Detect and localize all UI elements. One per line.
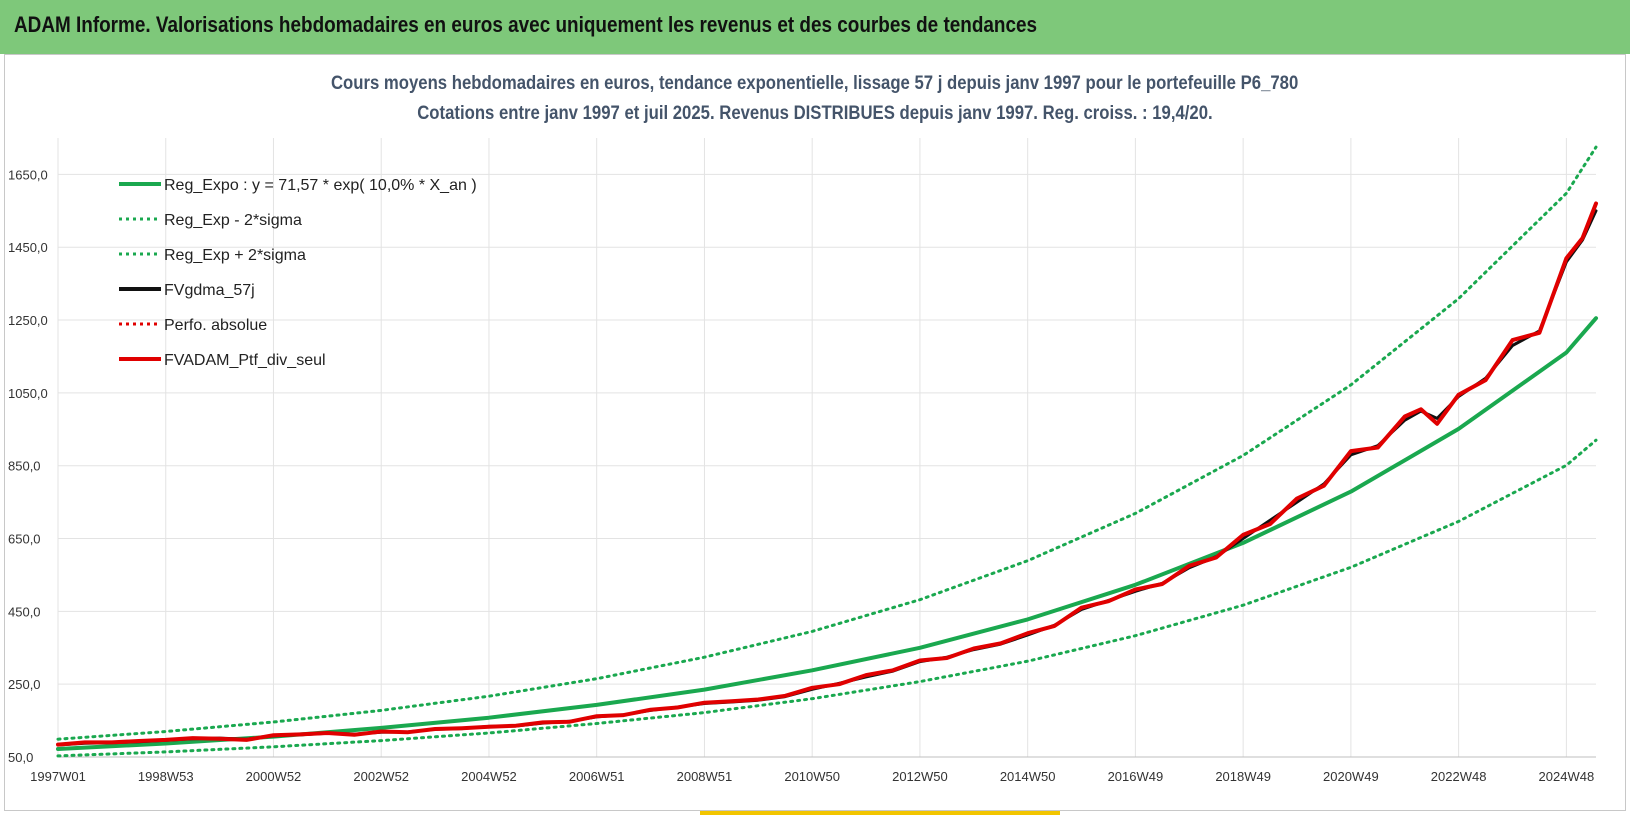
page-title: ADAM Informe. Valorisations hebdomadaire… <box>14 12 1038 37</box>
y-tick-label: 850,0 <box>8 459 41 474</box>
x-tick-label: 2010W50 <box>784 769 840 784</box>
legend-item-label: Perfo. absolue <box>164 317 267 334</box>
legend-item-label: FVADAM_Ptf_div_seul <box>164 352 326 369</box>
x-tick-label: 2016W49 <box>1108 769 1164 784</box>
series-group <box>56 145 1598 758</box>
x-tick-label: 2014W50 <box>1000 769 1056 784</box>
y-tick-label: 1050,0 <box>8 386 48 401</box>
x-tick-label: 2012W50 <box>892 769 948 784</box>
legend-item-label: Reg_Expo : y = 71,57 * exp( 10,0% * X_an… <box>164 177 477 194</box>
x-tick-label: 2024W48 <box>1539 769 1595 784</box>
series-fvadam-ptf-div-seul <box>56 201 1598 747</box>
series-fvgdma-57j <box>56 209 1598 747</box>
chart-title: Cours moyens hebdomadaires en euros, ten… <box>331 73 1299 94</box>
x-tick-label: 2022W48 <box>1431 769 1487 784</box>
chart-frame <box>4 54 1626 811</box>
x-tick-label: 1997W01 <box>30 769 86 784</box>
x-tick-label: 1998W53 <box>138 769 194 784</box>
x-tick-label: 2004W52 <box>461 769 517 784</box>
x-tick-label: 2008W51 <box>677 769 733 784</box>
y-tick-label: 1250,0 <box>8 313 48 328</box>
legend-item-label: Reg_Exp + 2*sigma <box>164 247 306 264</box>
series-perfo-absolue <box>57 209 1597 746</box>
y-tick-label: 1650,0 <box>8 167 48 182</box>
page-header: ADAM Informe. Valorisations hebdomadaire… <box>0 0 1630 54</box>
legend: Reg_Expo : y = 71,57 * exp( 10,0% * X_an… <box>119 177 477 369</box>
series-reg-exp-minus-2sigma <box>56 438 1598 758</box>
x-axis: 1997W01 1998W53 2000W52 2002W52 2004W52 2006W… <box>30 756 1596 784</box>
y-tick-label: 250,0 <box>8 677 41 692</box>
legend-item-label: Reg_Exp - 2*sigma <box>164 212 302 229</box>
series-reg-exp-plus-2sigma <box>56 145 1598 741</box>
grid-lines <box>57 138 1596 758</box>
legend-item-label: FVgdma_57j <box>164 282 255 299</box>
y-tick-label: 50,0 <box>8 750 33 765</box>
x-tick-label: 2000W52 <box>246 769 302 784</box>
chart-subtitle: Cotations entre janv 1997 et juil 2025. … <box>417 103 1213 124</box>
x-tick-label: 2002W52 <box>353 769 409 784</box>
y-tick-label: 450,0 <box>8 604 41 619</box>
y-tick-label: 650,0 <box>8 532 41 547</box>
y-axis: 50,0 250,0 450,0 650,0 850,0 1050,0 1250,0 1450… <box>8 167 48 765</box>
y-tick-label: 1450,0 <box>8 240 48 255</box>
x-tick-label: 2006W51 <box>569 769 625 784</box>
accent-bar-bottom <box>700 810 1060 815</box>
x-tick-label: 2020W49 <box>1323 769 1379 784</box>
x-tick-label: 2018W49 <box>1215 769 1271 784</box>
